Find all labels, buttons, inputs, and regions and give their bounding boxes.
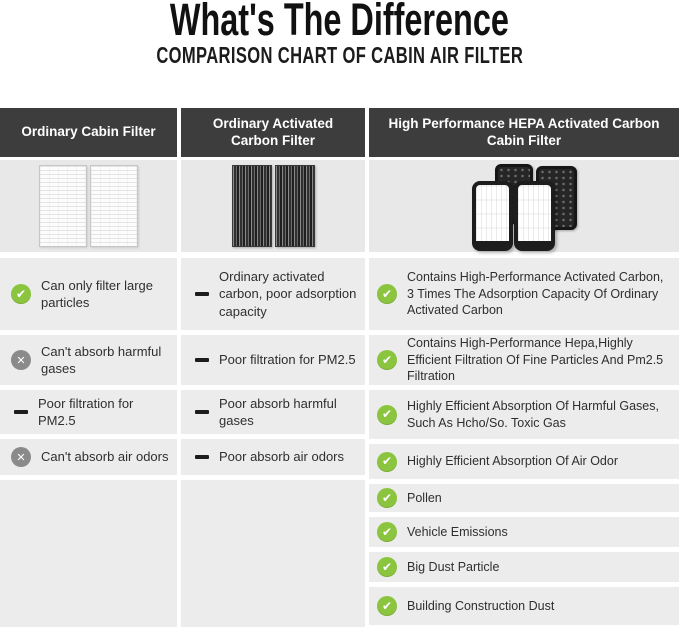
white-filter-panel xyxy=(90,165,138,247)
feature-row: Ordinary activated carbon, poor adsorpti… xyxy=(181,258,365,330)
check-icon xyxy=(377,284,397,304)
column-header-label: Ordinary Activated Carbon Filter xyxy=(212,115,334,148)
feature-text: Poor filtration for PM2.5 xyxy=(219,352,356,368)
cross-icon xyxy=(11,350,31,370)
check-icon xyxy=(377,404,397,425)
feature-text: Can only filter large particles xyxy=(41,277,153,310)
dash-icon xyxy=(195,455,209,459)
page-title-text: What's The Difference xyxy=(170,0,509,45)
check-icon xyxy=(377,350,397,370)
dash-icon xyxy=(195,292,209,296)
product-image-cell xyxy=(0,160,177,252)
carbon-filter-panel xyxy=(231,165,272,247)
feature-text: Can't absorb air odors xyxy=(41,449,169,465)
check-icon xyxy=(11,284,31,304)
check-icon xyxy=(377,488,397,508)
white-filter-panel xyxy=(39,165,87,247)
ordinary-filter-image xyxy=(39,165,138,247)
hepa-filter-panel xyxy=(514,181,555,251)
feature-text: Poor absorb air odors xyxy=(219,449,345,465)
feature-row: Can't absorb harmful gases xyxy=(0,335,177,385)
feature-row: Highly Efficient Absorption Of Harmful G… xyxy=(369,390,679,439)
check-icon xyxy=(377,596,397,616)
feature-row: Vehicle Emissions xyxy=(369,517,679,547)
feature-text: Poor absorb harmful gases xyxy=(219,395,337,428)
column-header: Ordinary Activated Carbon Filter xyxy=(181,108,365,157)
column-header: High Performance HEPA Activated Carbon C… xyxy=(369,108,679,157)
dash-icon xyxy=(195,410,209,414)
hepa-filter-panel xyxy=(472,181,513,251)
empty-cell xyxy=(0,480,177,627)
page-subtitle-text: COMPARISON CHART OF CABIN AIR FILTER xyxy=(156,42,523,68)
dash-icon xyxy=(14,410,28,414)
feature-row: Can only filter large particles xyxy=(0,258,177,330)
column-ordinary-cabin-filter: Ordinary Cabin Filter Can only filter la… xyxy=(0,108,177,627)
carbon-filter-image xyxy=(231,165,315,247)
carbon-filter-panel xyxy=(274,165,315,247)
feature-text: Ordinary activated carbon, poor adsorpti… xyxy=(219,269,357,319)
dash-icon xyxy=(195,358,209,362)
feature-row: Contains High-Performance Activated Carb… xyxy=(369,258,679,330)
check-icon xyxy=(377,557,397,577)
feature-row: Poor absorb air odors xyxy=(181,439,365,475)
feature-text: Pollen xyxy=(407,490,442,505)
column-activated-carbon-filter: Ordinary Activated Carbon Filter Ordinar… xyxy=(181,108,365,627)
feature-row: Building Construction Dust xyxy=(369,587,679,625)
cross-icon xyxy=(11,447,31,467)
feature-row: Contains High-Performance Hepa,Highly Ef… xyxy=(369,335,679,385)
check-icon xyxy=(377,451,397,472)
column-header-label: Ordinary Cabin Filter xyxy=(21,124,156,140)
feature-row: Poor absorb harmful gases xyxy=(181,390,365,434)
empty-cell xyxy=(181,480,365,627)
feature-row: Pollen xyxy=(369,484,679,512)
check-icon xyxy=(377,522,397,542)
feature-row: Can't absorb air odors xyxy=(0,439,177,475)
product-image-cell xyxy=(181,160,365,252)
feature-text: Big Dust Particle xyxy=(407,559,500,574)
feature-text: Building Construction Dust xyxy=(407,598,555,613)
feature-text: Contains High-Performance Activated Carb… xyxy=(407,270,664,318)
feature-text: Highly Efficient Absorption Of Harmful G… xyxy=(407,399,659,430)
feature-row: Poor filtration for PM2.5 xyxy=(0,390,177,434)
feature-text: Contains High-Performance Hepa,Highly Ef… xyxy=(407,336,664,384)
column-header-label: High Performance HEPA Activated Carbon C… xyxy=(388,115,660,148)
product-image-cell xyxy=(369,160,679,252)
page-subtitle: COMPARISON CHART OF CABIN AIR FILTER xyxy=(0,42,679,69)
column-hepa-activated-carbon-filter: High Performance HEPA Activated Carbon C… xyxy=(369,108,679,630)
feature-row: Poor filtration for PM2.5 xyxy=(181,335,365,385)
page-title: What's The Difference xyxy=(0,0,679,46)
feature-text: Highly Efficient Absorption Of Air Odor xyxy=(407,454,618,469)
feature-text: Poor filtration for PM2.5 xyxy=(38,395,134,428)
column-header: Ordinary Cabin Filter xyxy=(0,108,177,157)
feature-row: Highly Efficient Absorption Of Air Odor xyxy=(369,444,679,479)
feature-text: Can't absorb harmful gases xyxy=(41,343,162,376)
feature-text: Vehicle Emissions xyxy=(407,524,508,539)
feature-row: Big Dust Particle xyxy=(369,552,679,582)
